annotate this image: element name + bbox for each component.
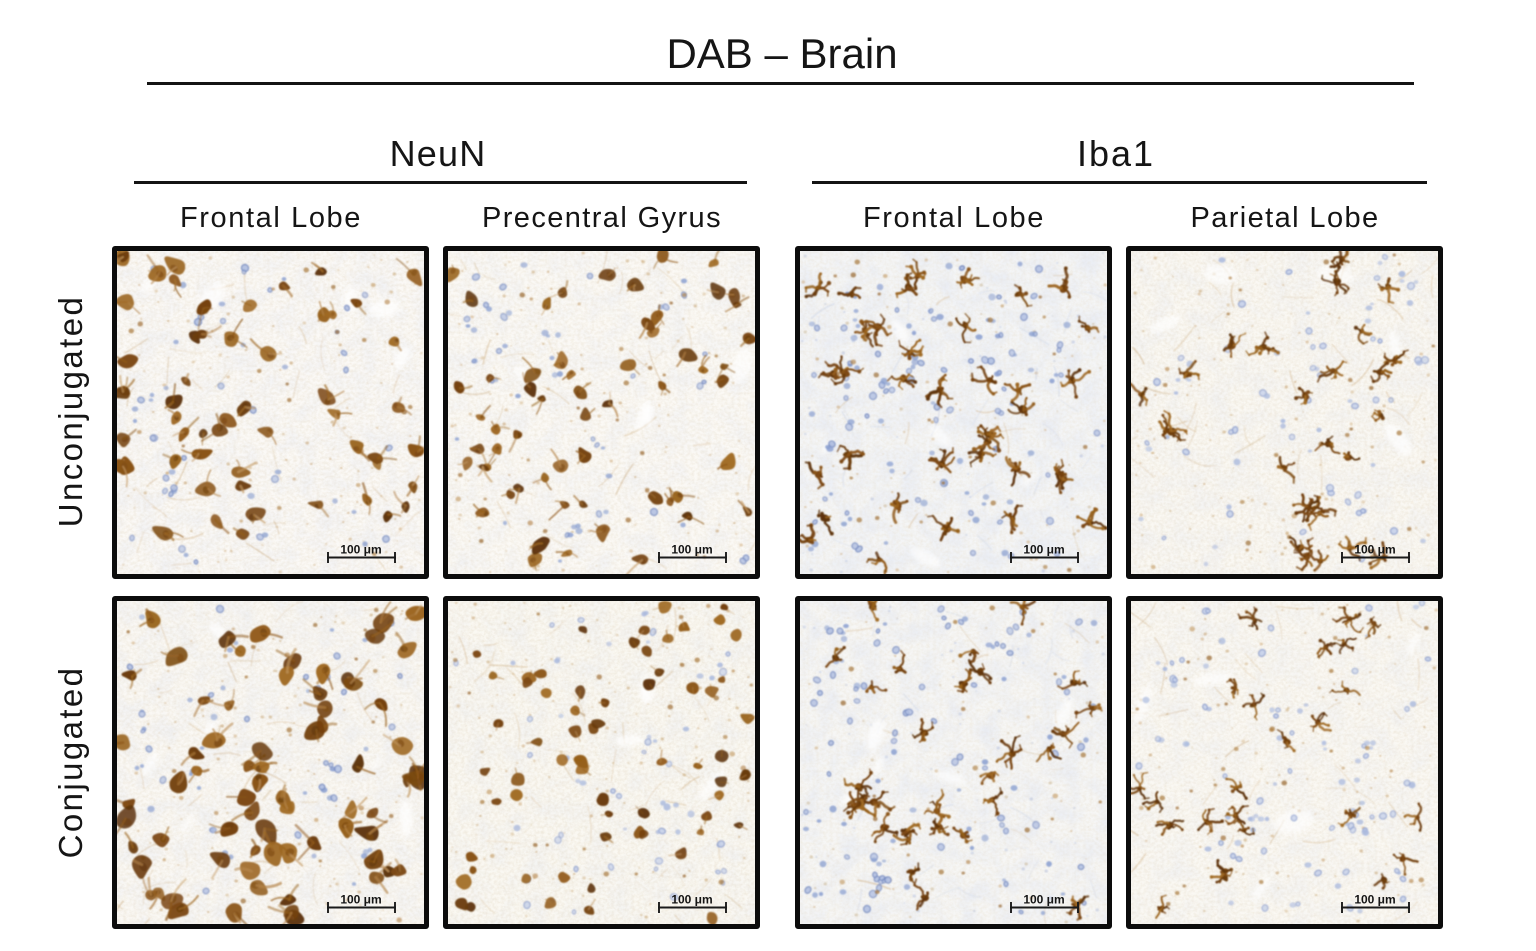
svg-text:100 μm: 100 μm bbox=[340, 542, 381, 556]
svg-text:100 μm: 100 μm bbox=[1354, 892, 1395, 906]
svg-text:100 μm: 100 μm bbox=[1354, 542, 1395, 556]
svg-text:100 μm: 100 μm bbox=[340, 892, 381, 906]
svg-text:100 μm: 100 μm bbox=[1023, 892, 1064, 906]
svg-text:100 μm: 100 μm bbox=[1023, 542, 1064, 556]
svg-text:100 μm: 100 μm bbox=[671, 892, 712, 906]
svg-text:100 μm: 100 μm bbox=[671, 542, 712, 556]
